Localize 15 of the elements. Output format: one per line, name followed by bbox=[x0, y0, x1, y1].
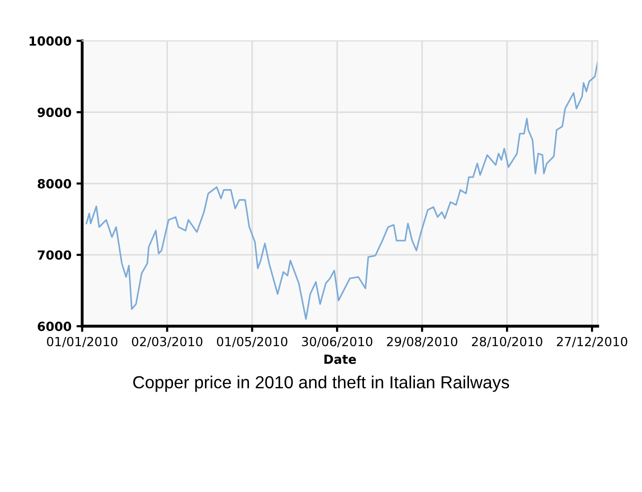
y-tick-label: 9000 bbox=[38, 108, 72, 118]
text: Copper price in 2010 and theft in Italian Railways bbox=[133, 376, 510, 392]
x-tick-label: 27/12/2010 bbox=[556, 336, 628, 348]
x-tick-label: 01/01/2010 bbox=[46, 336, 118, 348]
x-axis-title: Date bbox=[324, 354, 356, 364]
y-tick-label: 8000 bbox=[38, 178, 72, 188]
x-tick-label: 02/03/2010 bbox=[132, 336, 202, 348]
x-tick-label: 30/06/2010 bbox=[302, 336, 372, 348]
y-tick-label: 10000 bbox=[30, 36, 72, 46]
x-tick-label: 29/08/2010 bbox=[386, 336, 458, 348]
x-tick-label: 28/10/2010 bbox=[472, 336, 542, 348]
y-tick-label: 7000 bbox=[38, 250, 72, 260]
line-series bbox=[86, 60, 598, 320]
y-tick-label: 6000 bbox=[38, 322, 72, 332]
x-tick-label: 01/05/2010 bbox=[216, 336, 288, 348]
